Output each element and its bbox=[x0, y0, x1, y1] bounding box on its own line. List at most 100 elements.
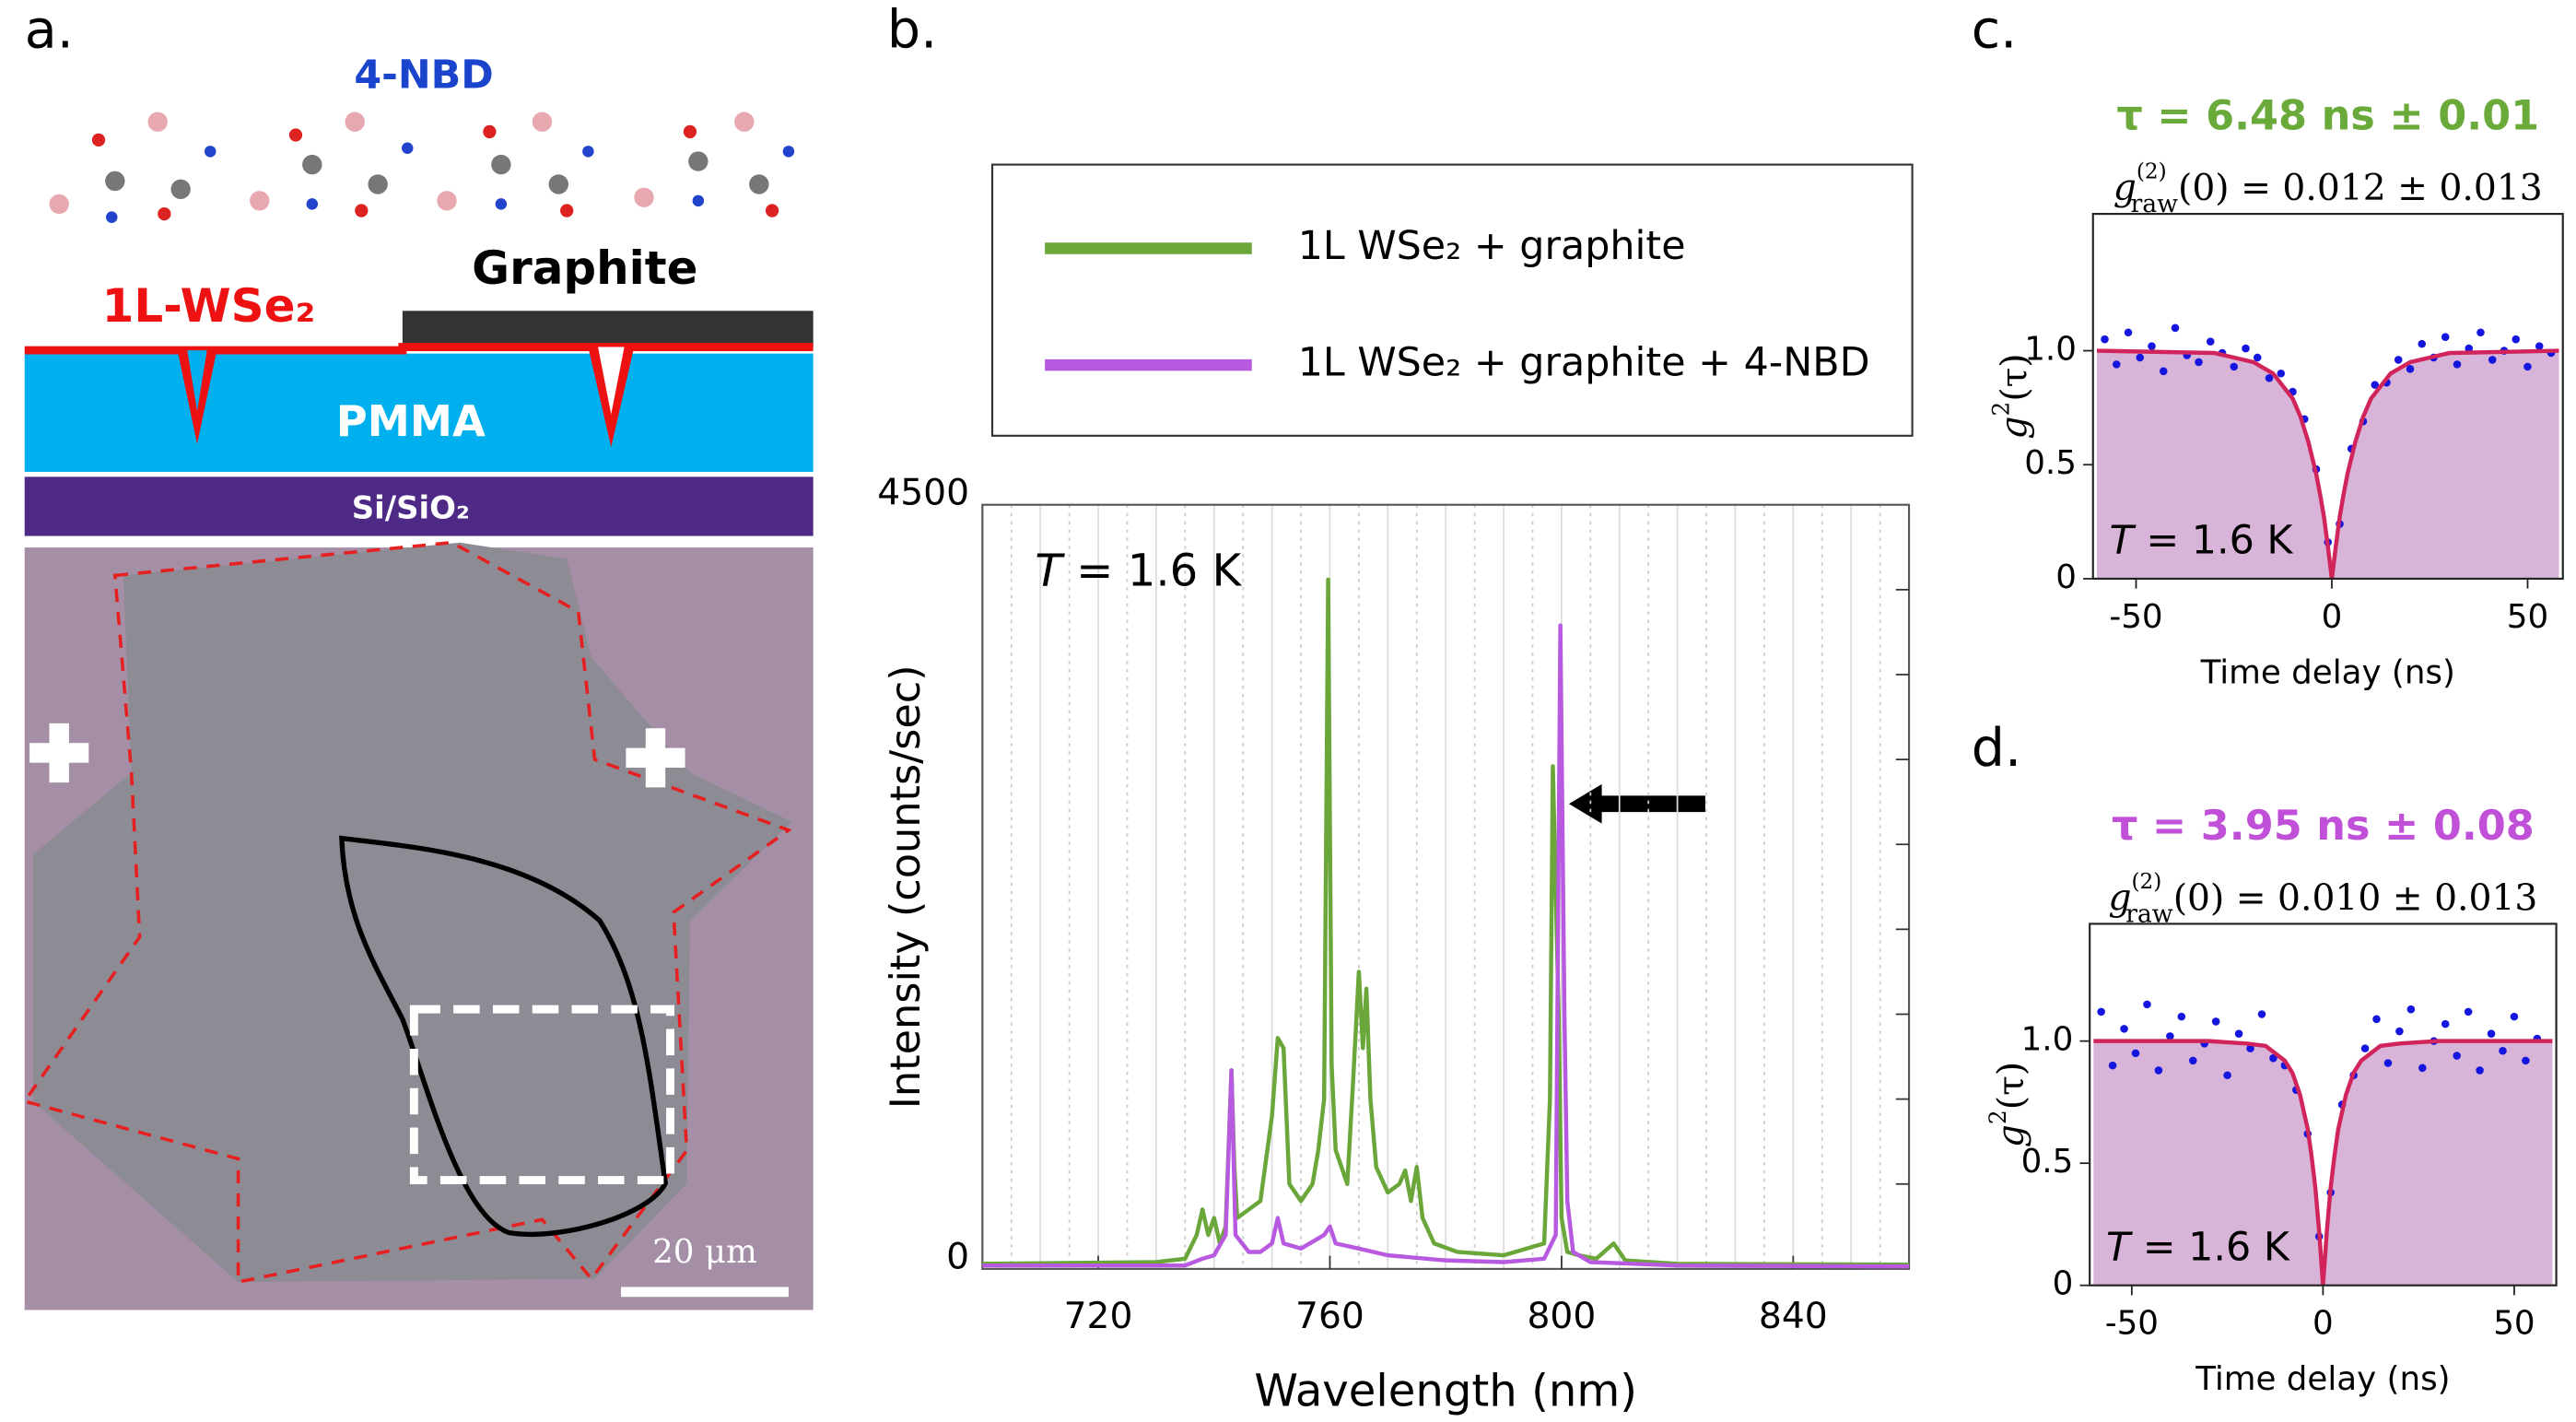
molecules bbox=[49, 112, 795, 223]
panel-label: d. bbox=[1972, 718, 2021, 779]
data-point bbox=[2395, 1027, 2404, 1036]
data-point bbox=[2277, 370, 2286, 378]
panel-label: c. bbox=[1972, 0, 2018, 61]
data-point bbox=[2464, 1007, 2473, 1017]
chart-subtitle: g(2) raw(0) = 0.012 ± 0.013 bbox=[2113, 159, 2543, 219]
data-point bbox=[2535, 342, 2544, 350]
x-tick-label: 760 bbox=[1295, 1296, 1364, 1337]
legend-label: 1L WSe₂ + graphite + 4-NBD bbox=[1298, 340, 1870, 386]
graphite-outline bbox=[339, 835, 668, 1238]
annotation-text: = 1.6 K bbox=[2134, 517, 2294, 563]
series-line bbox=[982, 623, 1910, 1269]
y-axis-label: g2(τ) bbox=[1985, 1062, 2033, 1147]
data-point bbox=[2159, 367, 2168, 376]
data-point bbox=[2499, 1046, 2507, 1055]
y-label-symbol: g bbox=[1995, 417, 2036, 440]
data-point bbox=[2418, 339, 2427, 348]
annotation: T = 1.6 K bbox=[2106, 1224, 2290, 1270]
x-axis-label: Time delay (ns) bbox=[2200, 653, 2455, 691]
chart-title: τ = 6.48 ns ± 0.01 bbox=[2116, 92, 2539, 140]
data-point bbox=[2230, 362, 2239, 371]
data-point bbox=[2257, 1010, 2266, 1018]
data-point bbox=[2195, 358, 2203, 367]
x-axis-label: Time delay (ns) bbox=[2195, 1360, 2450, 1398]
data-point bbox=[2177, 1012, 2186, 1021]
y-tick-label: 0.5 bbox=[2021, 1143, 2074, 1181]
data-point bbox=[2148, 342, 2156, 350]
data-point bbox=[2488, 356, 2497, 364]
data-point bbox=[2234, 1029, 2243, 1038]
pmma-layer bbox=[24, 353, 814, 473]
x-tick-label: 50 bbox=[2493, 1305, 2535, 1343]
flake bbox=[32, 542, 792, 1283]
data-point bbox=[2112, 360, 2121, 369]
scale-bar-label: 20 μm bbox=[652, 1233, 757, 1271]
x-tick-label: 720 bbox=[1064, 1296, 1133, 1337]
subtitle-text: (0) = 0.010 ± 0.013 bbox=[2173, 877, 2538, 919]
subtitle-sub: raw bbox=[2125, 900, 2173, 929]
data-point bbox=[2512, 335, 2521, 344]
data-point bbox=[2253, 353, 2262, 362]
data-point bbox=[2154, 1066, 2163, 1075]
subtitle-symbol: g bbox=[2108, 877, 2131, 919]
notch bbox=[187, 350, 207, 412]
data-point bbox=[2108, 1061, 2117, 1070]
monolayer bbox=[24, 343, 814, 355]
data-point bbox=[2465, 344, 2474, 353]
data-point bbox=[2211, 1017, 2220, 1026]
panel-label: a. bbox=[25, 0, 74, 61]
data-point bbox=[2418, 1064, 2427, 1073]
data-point bbox=[2131, 1049, 2140, 1058]
data-point bbox=[2476, 1066, 2484, 1075]
subtitle-sub: raw bbox=[2130, 190, 2178, 218]
data-point bbox=[2453, 360, 2462, 369]
y-axis-label: Intensity (counts/sec) bbox=[882, 664, 930, 1109]
y-tick-label: 0 bbox=[2053, 1265, 2074, 1303]
x-tick-label: -50 bbox=[2105, 1305, 2159, 1343]
annotation-symbol: T bbox=[2106, 1224, 2133, 1270]
region-box bbox=[409, 1005, 674, 1185]
data-point bbox=[2476, 328, 2485, 337]
annotation-text: = 1.6 K bbox=[1062, 546, 1243, 597]
x-tick-label: -50 bbox=[2109, 598, 2162, 636]
graphite-layer bbox=[402, 311, 814, 347]
data-point bbox=[2223, 1071, 2231, 1080]
data-point bbox=[2406, 365, 2415, 373]
plot-frame bbox=[981, 503, 1911, 1270]
data-point bbox=[2394, 356, 2403, 364]
data-point bbox=[2136, 353, 2145, 362]
substrate-label: Si/SiO₂ bbox=[352, 490, 470, 526]
x-tick-label: 800 bbox=[1527, 1296, 1596, 1337]
subtitle-sup: (2) bbox=[2131, 869, 2161, 894]
data-point bbox=[2487, 1029, 2496, 1038]
x-tick-label: 840 bbox=[1759, 1296, 1828, 1337]
y-tick-label: 4500 bbox=[877, 473, 969, 514]
y-tick-label: 1.0 bbox=[2021, 1021, 2074, 1059]
data-point bbox=[2242, 344, 2250, 353]
data-point bbox=[2269, 1053, 2277, 1063]
monolayer-label: 1L-WSe₂ bbox=[102, 279, 316, 333]
y-tick-label: 0 bbox=[2055, 558, 2077, 596]
x-tick-label: 0 bbox=[2313, 1305, 2334, 1343]
substrate-layer bbox=[24, 476, 814, 536]
flake-outline bbox=[21, 540, 792, 1285]
y-label-symbol: g bbox=[1991, 1124, 2032, 1147]
annotation-symbol: T bbox=[2110, 517, 2137, 563]
y-label-sup: 2 bbox=[1985, 1110, 2011, 1124]
fit-area bbox=[2093, 1040, 2553, 1286]
graphite-label: Graphite bbox=[472, 241, 697, 295]
x-tick-label: 50 bbox=[2507, 598, 2548, 636]
plot-frame bbox=[2091, 213, 2564, 581]
data-point bbox=[2188, 1056, 2197, 1065]
annotation-text: = 1.6 K bbox=[2130, 1224, 2290, 1270]
subtitle-text: (0) = 0.012 ± 0.013 bbox=[2178, 168, 2543, 209]
pmma-label: PMMA bbox=[336, 396, 486, 446]
annotation: T = 1.6 K bbox=[2110, 517, 2294, 563]
data-point bbox=[2406, 1005, 2416, 1014]
legend-box bbox=[990, 163, 1914, 437]
data-point bbox=[2120, 1025, 2128, 1033]
data-point bbox=[2166, 1032, 2174, 1040]
data-point bbox=[2372, 1015, 2381, 1024]
